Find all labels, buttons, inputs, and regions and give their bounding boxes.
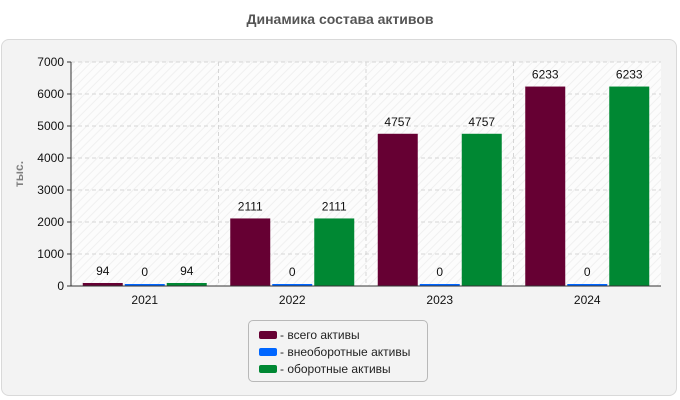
legend-item-noncurrent: - внеоборотные активы [259,343,427,360]
bar [230,218,271,286]
bar [166,282,207,286]
y-tick-label: 5000 [37,119,64,133]
data-label: 94 [180,264,194,278]
data-label: 0 [289,265,296,279]
bar [567,284,608,286]
bar [124,284,165,286]
x-tick-label: 2021 [131,293,158,307]
y-tick-label: 0 [57,279,64,293]
axes: 0 1000 2000 3000 4000 5000 6000 7000 2021 2022 202… [37,55,661,307]
bar [525,86,566,286]
x-tick-label: 2024 [574,293,601,307]
data-label: 4757 [468,115,495,129]
legend: - всего активы - внеоборотные активы - о… [248,320,428,382]
y-tick-label: 1000 [37,247,64,261]
legend-label: - всего активы [280,327,360,342]
legend-label: - внеоборотные активы [280,344,411,359]
data-label: 6233 [616,68,643,82]
data-label: 4757 [384,115,411,129]
y-tick-label: 4000 [37,151,64,165]
data-label: 0 [436,265,443,279]
chart-title: Динамика состава активов [246,11,434,27]
legend-swatch [259,364,277,373]
bars [82,86,650,286]
y-tick-label: 2000 [37,215,64,229]
data-labels: 94 0 94 2111 0 2111 4757 0 4757 6233 0 6233 [96,68,643,279]
legend-item-total: - всего активы [259,326,427,343]
legend-label: - оборотные активы [280,361,391,376]
data-label: 6233 [532,68,559,82]
bar [461,133,502,286]
bar [609,86,650,286]
data-label: 0 [141,265,148,279]
y-axis-label: тыс. [12,161,26,187]
x-tick-label: 2022 [279,293,306,307]
data-label: 0 [584,265,591,279]
y-tick-label: 3000 [37,183,64,197]
bar [272,284,313,286]
bar [419,284,460,286]
bar [377,133,418,286]
x-tick-label: 2023 [426,293,453,307]
data-label: 2111 [238,199,263,213]
legend-item-current: - оборотные активы [259,360,427,377]
legend-swatch [259,330,277,339]
y-tick-label: 6000 [37,87,64,101]
data-label: 2111 [322,199,347,213]
y-tick-label: 7000 [37,55,64,69]
data-label: 94 [96,264,110,278]
bar [314,218,355,286]
legend-swatch [259,347,277,356]
bar [82,282,123,286]
